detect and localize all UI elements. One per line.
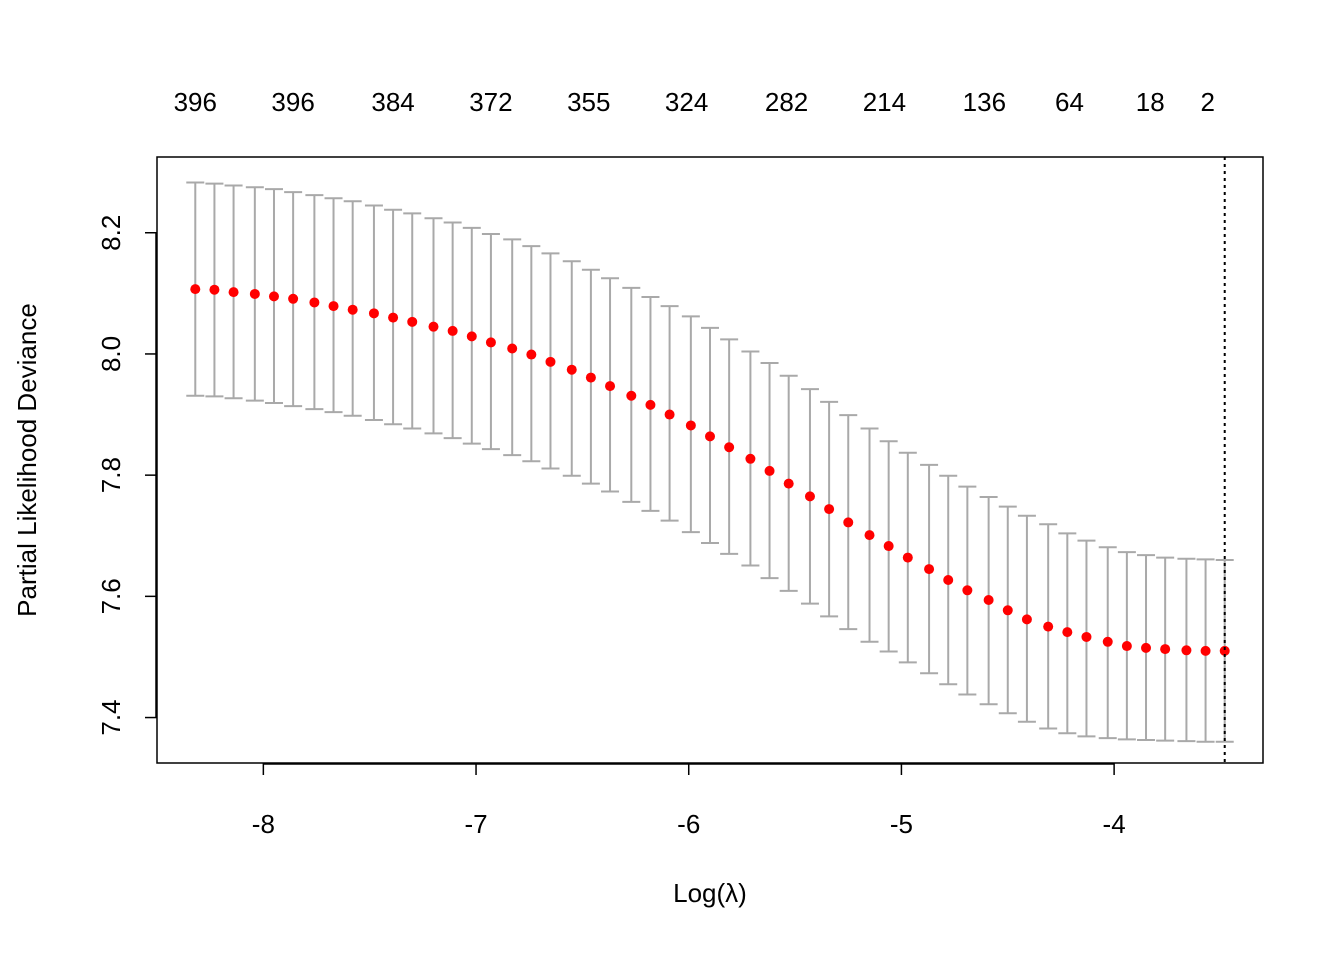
deviance-point (1043, 621, 1054, 632)
x-axis: -8 -7 -6 -5 -4 (252, 763, 1126, 839)
deviance-point (268, 291, 279, 302)
top-axis-label: 214 (863, 87, 906, 117)
deviance-point (209, 284, 220, 295)
deviance-point (764, 465, 775, 476)
y-tick-label: 7.6 (96, 578, 126, 614)
deviance-point (685, 420, 696, 431)
error-bars (186, 181, 1234, 743)
deviance-point (1002, 605, 1013, 616)
top-axis-label: 372 (469, 87, 512, 117)
deviance-point (983, 594, 994, 605)
deviance-point (585, 372, 596, 383)
top-axis-label: 18 (1136, 87, 1165, 117)
deviance-point (388, 312, 399, 323)
deviance-point (466, 331, 477, 342)
deviance-point (1141, 642, 1152, 653)
x-tick-label: -7 (464, 809, 487, 839)
deviance-point (1219, 645, 1230, 656)
deviance-point (447, 325, 458, 336)
top-axis-label: 324 (665, 87, 708, 117)
y-tick-label: 8.0 (96, 336, 126, 372)
top-axis-label: 2 (1200, 87, 1214, 117)
top-axis-label: 355 (567, 87, 610, 117)
deviance-point (943, 574, 954, 585)
deviance-point (1121, 641, 1132, 652)
deviance-point (228, 287, 239, 298)
deviance-point (824, 504, 835, 515)
deviance-point (485, 337, 496, 348)
x-axis-title: Log(λ) (673, 878, 747, 908)
deviance-point (724, 442, 735, 453)
deviance-point (1102, 636, 1113, 647)
deviance-point (962, 585, 973, 596)
deviance-point (804, 491, 815, 502)
x-tick-label: -5 (890, 809, 913, 839)
deviance-point (1062, 627, 1073, 638)
deviance-point (328, 301, 339, 312)
deviance-point (664, 409, 675, 420)
top-axis-label: 136 (963, 87, 1006, 117)
deviance-point (902, 552, 913, 563)
deviance-point (428, 321, 439, 332)
deviance-point (783, 478, 794, 489)
deviance-point (605, 381, 616, 392)
deviance-point (526, 349, 537, 360)
y-axis-title: Partial Likelihood Deviance (12, 303, 42, 617)
deviance-point (368, 308, 379, 319)
deviance-point (288, 293, 299, 304)
y-tick-label: 8.2 (96, 215, 126, 251)
deviance-point (407, 316, 418, 327)
deviance-point (1181, 645, 1192, 656)
deviance-point (1021, 614, 1032, 625)
deviance-point (309, 297, 320, 308)
y-axis: 7.4 7.6 7.8 8.0 8.2 (96, 215, 157, 736)
deviance-point (1200, 645, 1211, 656)
deviance-point (507, 343, 518, 354)
top-axis-label: 384 (371, 87, 414, 117)
x-tick-label: -6 (677, 809, 700, 839)
deviance-point (626, 390, 637, 401)
deviance-point (645, 399, 656, 410)
deviance-point (545, 356, 556, 367)
deviance-point (924, 564, 935, 575)
deviance-point (1160, 644, 1171, 655)
deviance-point (249, 288, 260, 299)
x-tick-label: -4 (1103, 809, 1126, 839)
deviance-point (705, 431, 715, 442)
deviance-points (190, 284, 1230, 656)
deviance-point (190, 284, 201, 295)
top-axis-label: 282 (765, 87, 808, 117)
y-tick-label: 7.8 (96, 457, 126, 493)
top-axis-df-labels: 396 396 384 372 355 324 282 214 136 64 18 2 (174, 87, 1215, 117)
x-tick-label: -8 (252, 809, 275, 839)
top-axis-label: 64 (1055, 87, 1084, 117)
deviance-point (843, 517, 854, 528)
deviance-point (745, 453, 756, 464)
y-tick-label: 7.4 (96, 699, 126, 735)
deviance-point (566, 364, 577, 375)
deviance-point (1081, 631, 1092, 642)
deviance-point (883, 541, 894, 552)
top-axis-label: 396 (271, 87, 314, 117)
plot-frame (156, 156, 1264, 764)
top-axis-label: 396 (174, 87, 217, 117)
deviance-point (864, 530, 875, 541)
deviance-point (347, 304, 358, 315)
